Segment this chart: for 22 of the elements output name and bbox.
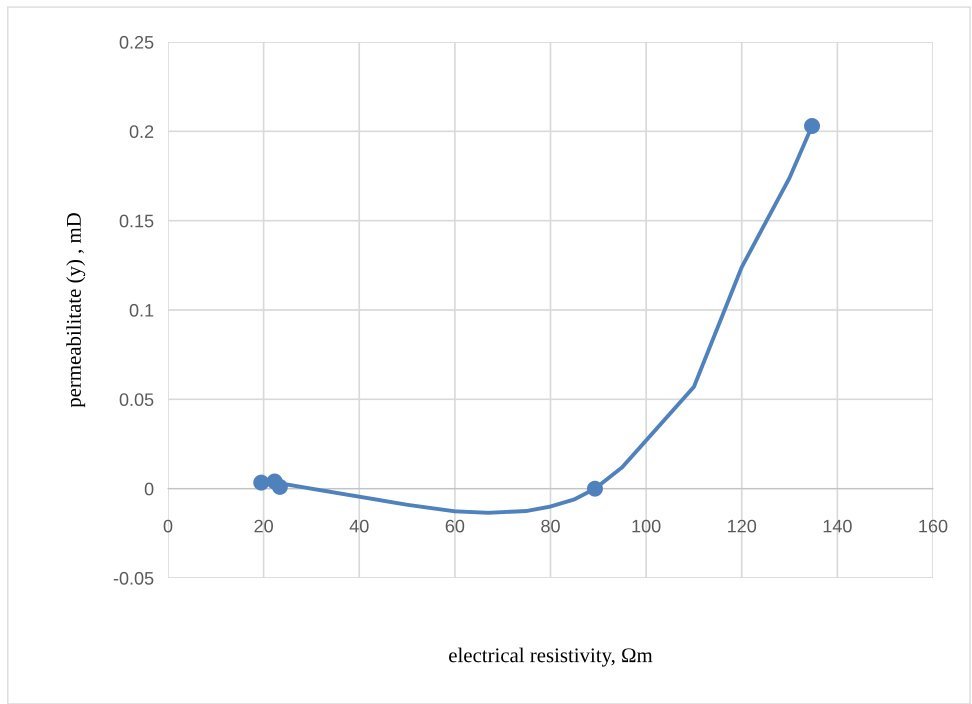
x-tick-label: 60 — [446, 520, 464, 532]
x-tick-label: 40 — [350, 520, 369, 532]
x-axis-title: electrical resistivity, Ωm — [449, 648, 652, 667]
y-tick-label: 0.05 — [120, 393, 154, 406]
point — [272, 478, 288, 495]
y-tick-label: 0.2 — [130, 125, 154, 138]
y-tick-label: -0.05 — [114, 572, 154, 585]
x-tick-label: 140 — [824, 520, 852, 532]
x-tick-label: 0 — [164, 520, 172, 532]
x-tick-label: 100 — [632, 520, 660, 532]
point — [804, 118, 820, 134]
y-axis-title: permeabilitate (y) , mD — [66, 213, 86, 408]
x-tick-label: 20 — [254, 520, 273, 532]
x-tick-label: 80 — [541, 520, 560, 532]
y-tick-label: 0.1 — [130, 304, 154, 317]
y-tick-label: 0.25 — [120, 36, 154, 49]
y-tick-label: 0.15 — [120, 214, 154, 228]
x-tick-label: 160 — [919, 520, 948, 532]
y-tick-label: 0 — [144, 482, 154, 496]
x-tick-label: 120 — [728, 520, 756, 532]
point — [586, 480, 603, 497]
point — [253, 474, 270, 491]
